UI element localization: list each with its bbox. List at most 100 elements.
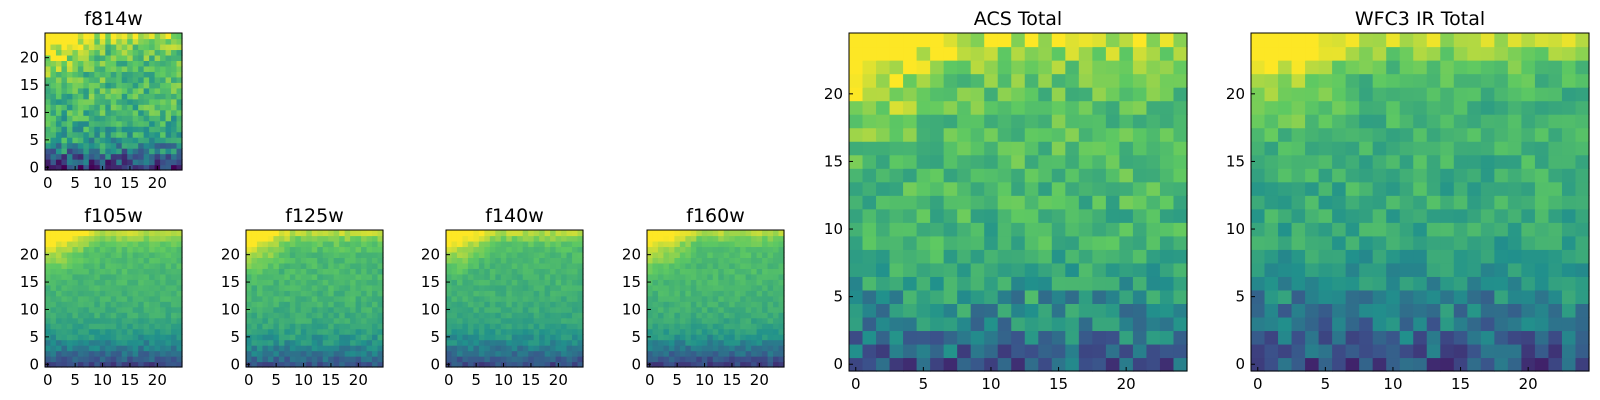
cell-f160w-17-7 [685, 268, 692, 275]
cell-f814w-19-0 [45, 60, 52, 67]
cell-wfc3-ir-total-4-12 [1413, 303, 1428, 318]
cell-f125w-22-18 [344, 240, 351, 248]
cell-f140w-18-5 [473, 262, 480, 269]
cell-f105w-0-6 [77, 361, 84, 368]
cell-f814w-5-9 [94, 137, 101, 144]
xtick-label-acs-total-15: 15 [1049, 375, 1068, 393]
cell-f814w-23-18 [143, 38, 150, 45]
cell-f105w-15-2 [55, 279, 63, 286]
cell-f125w-12-23 [372, 295, 379, 302]
cell-f140w-20-17 [539, 251, 546, 258]
cell-f814w-5-1 [50, 137, 57, 144]
cell-f125w-6-8 [289, 328, 296, 335]
cell-f125w-19-22 [366, 257, 373, 264]
cell-f814w-6-15 [127, 131, 134, 138]
cell-f160w-9-14 [723, 312, 730, 319]
cell-f140w-0-1 [451, 361, 458, 368]
cell-f160w-13-6 [679, 290, 686, 297]
cell-acs-total-3-11 [997, 316, 1012, 332]
cell-f160w-3-6 [679, 345, 686, 352]
cell-f125w-19-19 [350, 257, 357, 264]
cell-f160w-22-5 [674, 240, 681, 248]
cell-acs-total-12-16 [1065, 195, 1080, 210]
cell-acs-total-0-16 [1065, 357, 1080, 372]
cell-f814w-24-4 [66, 33, 73, 40]
cell-f160w-16-10 [701, 273, 708, 280]
cell-acs-total-5-7 [943, 289, 958, 304]
cell-wfc3-ir-total-24-10 [1386, 33, 1401, 48]
cell-f125w-22-12 [311, 240, 318, 248]
cell-f140w-15-10 [500, 279, 507, 286]
cell-f160w-10-5 [674, 306, 681, 313]
cell-f125w-19-7 [284, 257, 291, 264]
cell-wfc3-ir-total-9-19 [1507, 235, 1522, 250]
cell-wfc3-ir-total-23-8 [1359, 46, 1374, 61]
cell-f814w-3-18 [143, 148, 150, 155]
cell-f105w-17-20 [154, 268, 161, 275]
cell-acs-total-0-24 [1173, 357, 1188, 372]
cell-wfc3-ir-total-16-16 [1467, 141, 1482, 156]
cell-wfc3-ir-total-0-0 [1251, 357, 1266, 372]
cell-f160w-12-18 [745, 295, 752, 302]
cell-wfc3-ir-total-0-18 [1494, 357, 1509, 372]
cell-f125w-14-23 [372, 284, 379, 291]
cell-f814w-22-12 [110, 43, 117, 51]
cell-f814w-9-17 [138, 115, 145, 122]
cell-f140w-19-12 [511, 257, 518, 264]
cell-acs-total-4-15 [1051, 303, 1066, 318]
cell-f140w-15-19 [550, 279, 557, 286]
cell-wfc3-ir-total-0-19 [1507, 357, 1522, 372]
cell-wfc3-ir-total-15-14 [1440, 154, 1455, 169]
cell-f160w-13-14 [723, 290, 730, 297]
cell-wfc3-ir-total-10-8 [1359, 222, 1374, 237]
cell-f105w-15-21 [160, 279, 167, 286]
cell-f105w-16-10 [99, 273, 106, 280]
cell-wfc3-ir-total-23-20 [1521, 46, 1536, 61]
cell-wfc3-ir-total-18-14 [1440, 114, 1455, 129]
cell-f160w-0-3 [663, 361, 670, 368]
cell-wfc3-ir-total-8-22 [1548, 249, 1563, 264]
cell-f160w-15-2 [657, 279, 665, 286]
cell-f125w-15-18 [344, 279, 351, 286]
cell-f814w-17-5 [72, 71, 79, 78]
cell-f160w-6-0 [647, 328, 654, 335]
cell-wfc3-ir-total-9-2 [1278, 235, 1293, 250]
cell-wfc3-ir-total-2-2 [1278, 330, 1293, 345]
cell-f814w-21-12 [110, 49, 117, 56]
cell-f814w-18-20 [154, 65, 161, 72]
cell-f160w-22-4 [668, 240, 675, 248]
cell-f105w-7-11 [105, 323, 112, 330]
cell-acs-total-14-6 [930, 168, 945, 183]
cell-acs-total-14-20 [1119, 168, 1134, 183]
cell-f160w-20-21 [762, 251, 769, 258]
cell-f814w-23-10 [99, 38, 106, 45]
cell-f814w-6-13 [116, 131, 123, 138]
cell-f160w-8-10 [701, 317, 708, 324]
cell-f105w-6-5 [72, 328, 79, 335]
cell-f105w-3-5 [72, 345, 79, 352]
cell-f105w-11-5 [72, 301, 79, 308]
cell-f140w-3-3 [462, 345, 469, 352]
cell-wfc3-ir-total-12-6 [1332, 195, 1347, 210]
cell-f125w-24-13 [317, 230, 324, 237]
cell-f125w-22-14 [322, 240, 329, 248]
cell-f814w-0-21 [160, 164, 167, 171]
cell-wfc3-ir-total-19-17 [1480, 100, 1495, 115]
cell-wfc3-ir-total-24-14 [1440, 33, 1455, 48]
cell-f160w-21-14 [723, 246, 730, 253]
cell-f125w-15-7 [284, 279, 291, 286]
cell-f125w-19-20 [355, 257, 362, 264]
cell-f105w-13-15 [127, 290, 134, 297]
cell-f160w-3-12 [712, 345, 719, 352]
cell-f105w-17-11 [105, 268, 112, 275]
cell-acs-total-6-22 [1146, 276, 1161, 291]
cell-f140w-3-19 [550, 345, 557, 352]
cell-f125w-5-23 [372, 334, 379, 341]
cell-f105w-4-13 [116, 339, 123, 346]
cell-f814w-10-2 [55, 109, 63, 116]
ytick-label-f125w-5: 5 [230, 328, 240, 346]
cell-f105w-20-19 [149, 251, 156, 258]
cell-wfc3-ir-total-24-24 [1575, 33, 1590, 48]
cell-f814w-22-13 [116, 43, 123, 51]
cell-wfc3-ir-total-22-5 [1318, 60, 1333, 75]
